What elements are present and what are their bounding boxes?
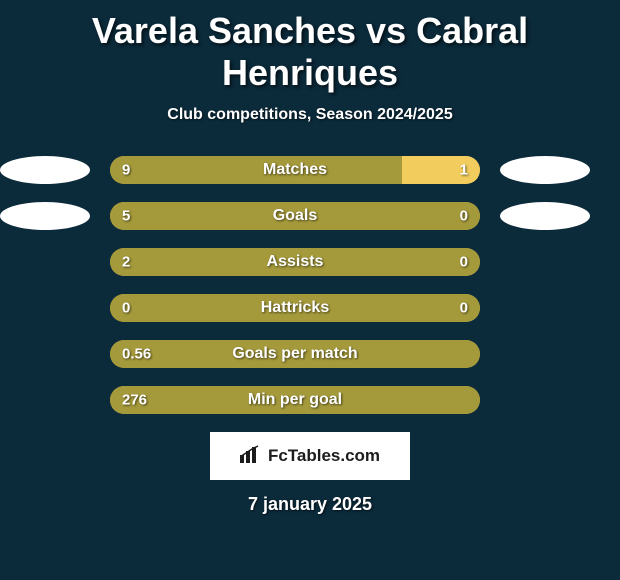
- stat-label: Hattricks: [110, 294, 480, 322]
- stat-value-right: 1: [460, 162, 468, 179]
- stats-rows: Matches91Goals50Assists20Hattricks00Goal…: [0, 156, 620, 414]
- team-badge-right: [500, 202, 590, 230]
- logo-text: FcTables.com: [268, 446, 380, 466]
- stat-value-right: 0: [460, 300, 468, 317]
- stat-value-left: 0.56: [122, 346, 151, 363]
- stat-label: Matches: [110, 156, 480, 184]
- stat-row: Goals5 0: [0, 202, 620, 230]
- stat-value-right: 0: [460, 208, 468, 225]
- stat-value-left: 5: [122, 208, 130, 225]
- stat-value-left: 0: [122, 300, 130, 317]
- stat-bar: Min per goal276: [110, 386, 480, 414]
- stat-row: Hattricks0 0: [0, 294, 620, 322]
- team-badge-left: [0, 202, 90, 230]
- page-title: Varela Sanches vs Cabral Henriques: [0, 0, 620, 94]
- stat-row: Assists2 0: [0, 248, 620, 276]
- stat-bar: Matches9 1: [110, 156, 480, 184]
- stat-value-left: 276: [122, 392, 147, 409]
- stat-bar: Assists2 0: [110, 248, 480, 276]
- stat-bar: Goals per match0.56: [110, 340, 480, 368]
- stat-value-left: 2: [122, 254, 130, 271]
- stat-row: Matches9 1: [0, 156, 620, 184]
- subtitle: Club competitions, Season 2024/2025: [0, 106, 620, 124]
- date: 7 january 2025: [0, 494, 620, 515]
- stat-label: Goals per match: [110, 340, 480, 368]
- stat-label: Min per goal: [110, 386, 480, 414]
- bar-chart-icon: [240, 445, 262, 468]
- stat-bar: Goals5 0: [110, 202, 480, 230]
- stat-row: Min per goal276: [0, 386, 620, 414]
- stat-value-left: 9: [122, 162, 130, 179]
- stat-bar: Hattricks0 0: [110, 294, 480, 322]
- stat-row: Goals per match0.56: [0, 340, 620, 368]
- team-badge-right: [500, 156, 590, 184]
- stat-label: Assists: [110, 248, 480, 276]
- stat-label: Goals: [110, 202, 480, 230]
- team-badge-left: [0, 156, 90, 184]
- stat-value-right: 0: [460, 254, 468, 271]
- fctables-logo: FcTables.com: [210, 432, 410, 480]
